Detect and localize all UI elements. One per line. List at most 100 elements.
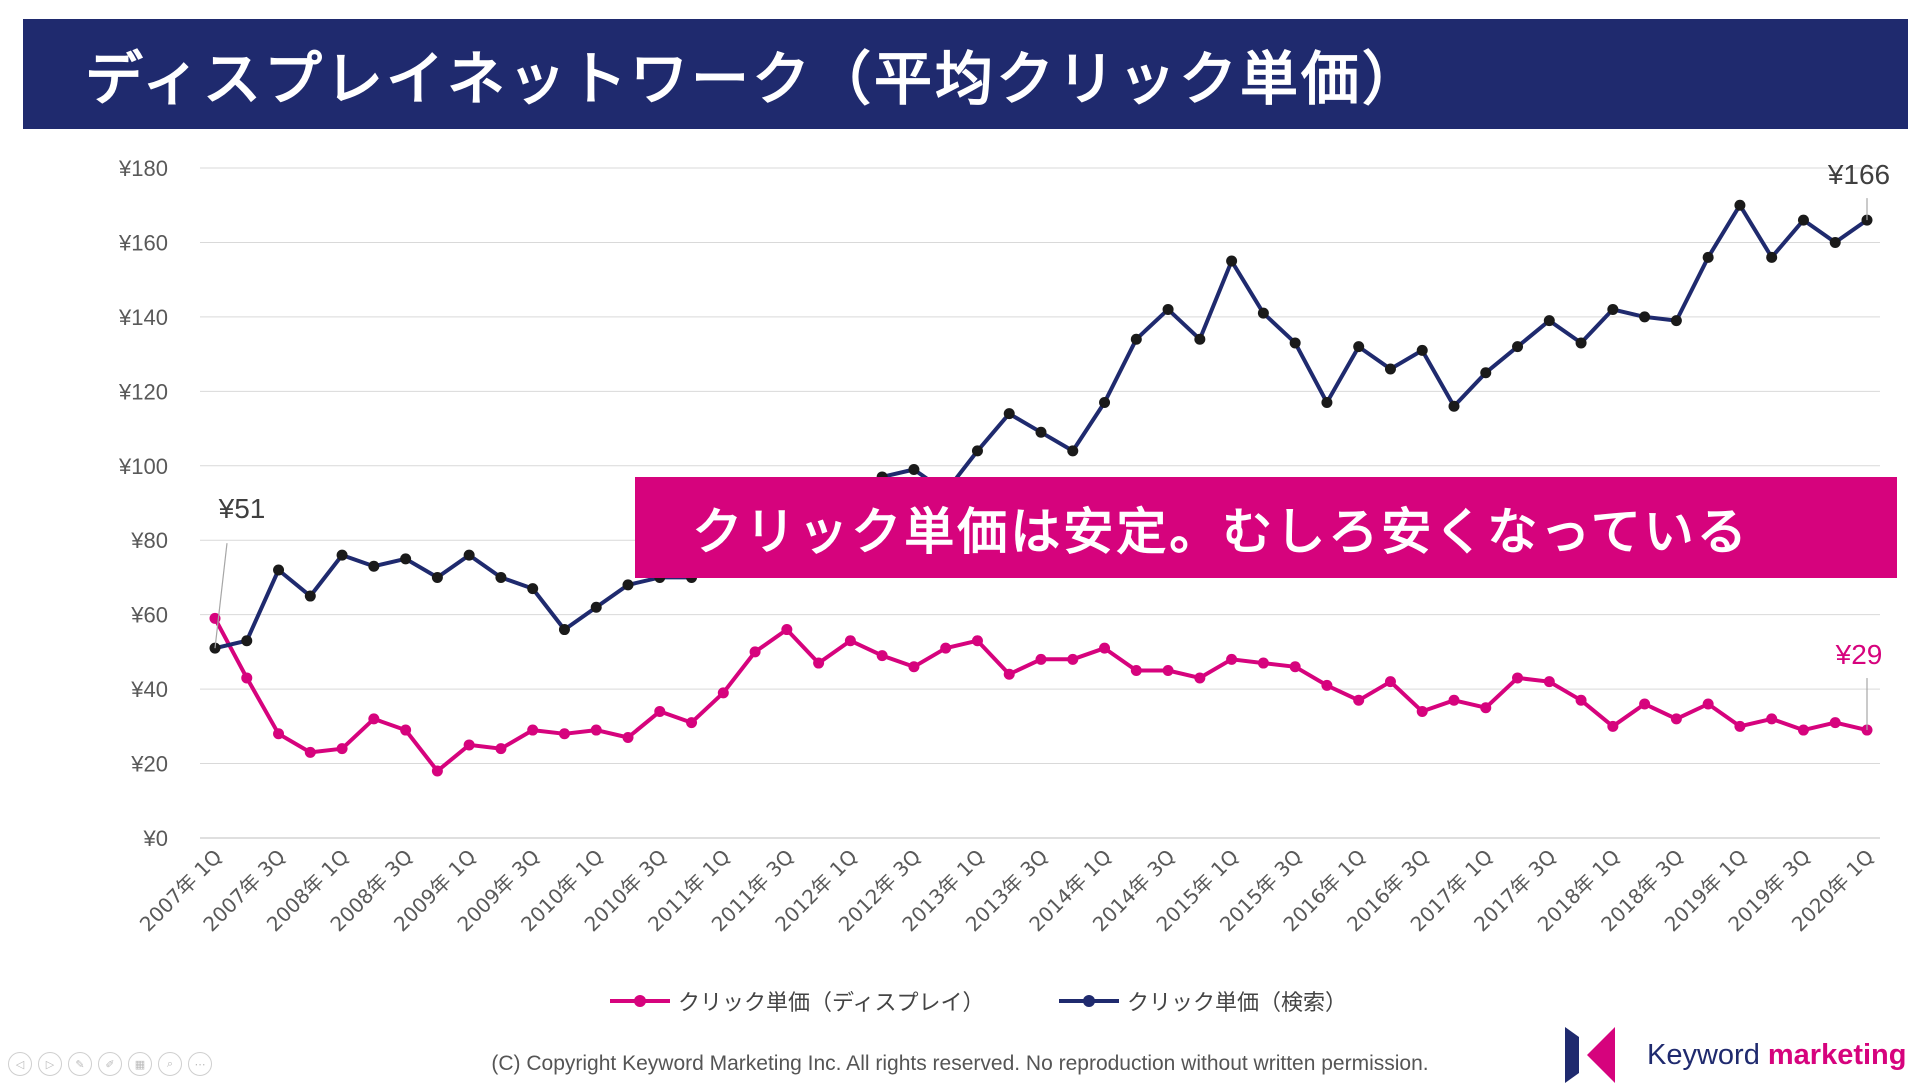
title-bar: ディスプレイネットワーク（平均クリック単価） (23, 19, 1908, 129)
data-point-0 (940, 642, 952, 654)
data-point-0 (1702, 698, 1714, 710)
data-point-0 (749, 646, 761, 658)
callout-text: クリック単価は安定。むしろ安くなっている (692, 502, 1750, 561)
data-point-0 (1575, 694, 1587, 706)
annotation-label: ¥29 (1835, 639, 1883, 670)
data-point-0 (336, 743, 348, 755)
data-point-1 (1321, 397, 1333, 408)
data-point-1 (1353, 341, 1365, 353)
company-logo: Keyword marketing (1565, 1027, 1907, 1083)
slides-icon[interactable]: ▦ (128, 1052, 152, 1076)
zoom-icon[interactable]: ⌕ (158, 1052, 182, 1076)
data-point-0 (1543, 676, 1555, 688)
data-point-0 (1512, 672, 1524, 684)
pen-icon[interactable]: ✐ (98, 1052, 122, 1076)
y-tick-label: ¥160 (118, 230, 168, 255)
more-icon[interactable]: ⋯ (188, 1052, 212, 1076)
y-tick-label: ¥100 (118, 454, 168, 479)
data-point-0 (1035, 653, 1047, 665)
data-point-0 (1162, 665, 1174, 676)
data-point-1 (1257, 307, 1269, 319)
copyright-footer: (C) Copyright Keyword Marketing Inc. All… (491, 1052, 1429, 1075)
data-point-1 (1512, 341, 1524, 353)
series-line-0 (213, 617, 1868, 773)
page-title: ディスプレイネットワーク（平均クリック単価） (85, 45, 1423, 113)
y-tick-label: ¥80 (130, 528, 168, 553)
data-point-0 (1194, 672, 1206, 684)
callout-banner: クリック単価は安定。むしろ安くなっている (635, 477, 1897, 578)
data-point-1 (1194, 333, 1206, 345)
data-point-1 (304, 590, 316, 602)
data-point-0 (1829, 717, 1841, 729)
data-point-0 (654, 705, 666, 717)
y-tick-label: ¥0 (143, 826, 168, 851)
data-point-1 (1035, 426, 1047, 438)
data-point-0 (1416, 705, 1428, 717)
legend-label-search: クリック単価（検索） (1127, 991, 1348, 1016)
data-point-1 (1099, 397, 1111, 408)
data-point-1 (1448, 400, 1460, 412)
data-point-1 (1416, 344, 1428, 356)
chart-legend: クリック単価（ディスプレイ） クリック単価（検索） (0, 985, 1920, 1019)
annotation-label: ¥51 (218, 493, 266, 524)
data-point-0 (1226, 653, 1238, 665)
data-point-0 (273, 728, 285, 740)
data-point-1 (1162, 303, 1174, 315)
play-icon[interactable]: ▷ (38, 1052, 62, 1076)
data-point-1 (1384, 363, 1396, 375)
data-point-0 (1321, 679, 1333, 691)
data-point-1 (1480, 367, 1492, 379)
data-point-1 (1702, 251, 1714, 263)
data-point-0 (844, 635, 856, 647)
y-tick-label: ¥120 (118, 379, 168, 404)
data-point-0 (400, 724, 412, 736)
data-point-0 (717, 687, 729, 699)
data-point-0 (971, 635, 983, 647)
data-point-0 (1797, 724, 1809, 736)
slide-nav-toolbar: ◁ ▷ ✎ ✐ ▦ ⌕ ⋯ (8, 1052, 212, 1076)
annotation-leader (214, 543, 228, 649)
data-point-0 (463, 739, 475, 751)
data-point-0 (1067, 653, 1079, 665)
data-point-0 (1130, 665, 1142, 676)
data-point-1 (1829, 236, 1841, 248)
data-point-0 (1289, 661, 1301, 673)
legend-item-display: クリック単価（ディスプレイ） (610, 985, 984, 1017)
data-point-0 (781, 624, 793, 636)
data-point-0 (527, 724, 539, 736)
data-point-1 (1543, 315, 1555, 327)
y-tick-label: ¥40 (130, 677, 168, 702)
series-line-1 (214, 203, 1869, 651)
y-tick-label: ¥60 (130, 603, 168, 628)
data-point-0 (1734, 720, 1746, 732)
data-point-1 (971, 445, 983, 457)
data-point-1 (622, 579, 634, 591)
edit-icon[interactable]: ✎ (68, 1052, 92, 1076)
y-tick-label: ¥20 (130, 752, 168, 777)
data-point-1 (1226, 255, 1238, 267)
data-point-0 (1607, 720, 1619, 732)
data-point-1 (1289, 337, 1301, 349)
data-point-0 (1766, 713, 1778, 725)
prev-icon[interactable]: ◁ (8, 1052, 32, 1076)
data-point-0 (876, 650, 888, 662)
data-point-1 (400, 553, 412, 565)
data-point-1 (527, 583, 539, 595)
data-point-0 (622, 732, 634, 743)
data-point-1 (1003, 408, 1015, 420)
data-point-1 (241, 635, 253, 647)
data-point-0 (686, 717, 698, 729)
data-point-1 (590, 601, 602, 613)
data-point-1 (1734, 199, 1746, 211)
data-point-0 (1384, 676, 1396, 688)
data-point-0 (1448, 694, 1460, 706)
legend-label-display: クリック単価（ディスプレイ） (678, 991, 985, 1016)
data-point-0 (241, 672, 253, 684)
legend-swatch-display (610, 995, 670, 1007)
legend-swatch-search (1059, 995, 1119, 1007)
data-point-0 (368, 713, 380, 725)
y-tick-label: ¥140 (118, 305, 168, 330)
data-point-1 (368, 560, 380, 572)
data-point-1 (1670, 315, 1682, 327)
data-point-1 (1639, 311, 1651, 323)
